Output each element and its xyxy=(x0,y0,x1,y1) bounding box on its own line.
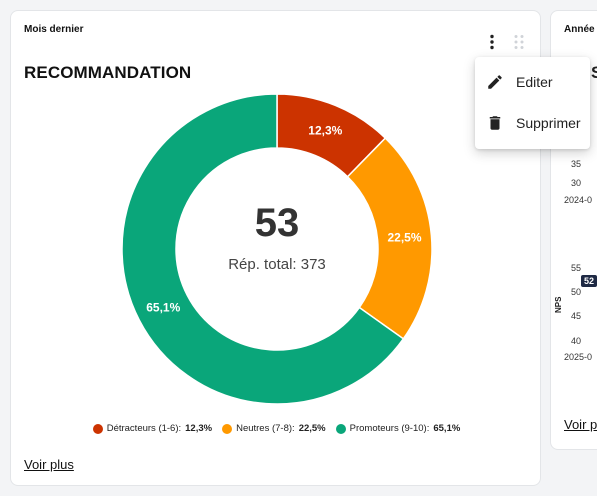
legend-label: Détracteurs (1-6): xyxy=(106,423,182,434)
menu-item-supprimer[interactable]: Supprimer xyxy=(475,103,590,143)
value-badge: 52 xyxy=(581,275,597,287)
drag-handle-icon[interactable] xyxy=(512,33,526,51)
nps-card: Mois dernier RECOMMANDATION 12,3% 22,5% 65… xyxy=(10,10,541,486)
card-title: RECOMMANDATION xyxy=(24,63,192,82)
menu-item-label: Supprimer xyxy=(516,115,581,131)
slice-label-1: 22,5% xyxy=(387,231,421,245)
card-title: S xyxy=(591,63,597,83)
chart-legend: Détracteurs (1-6): 12,3% Neutres (7-8): … xyxy=(11,423,542,434)
card-period: Année xyxy=(564,24,595,35)
legend-item-detracteurs: Détracteurs (1-6): 12,3% xyxy=(92,423,213,434)
y-axis-label: NPS xyxy=(554,296,563,313)
legend-item-promoteurs: Promoteurs (9-10): 65,1% xyxy=(335,423,461,434)
delete-icon xyxy=(484,112,506,134)
more-vert-icon[interactable] xyxy=(485,33,499,51)
slice-label-0: 12,3% xyxy=(308,123,342,137)
legend-value: 65,1% xyxy=(433,423,461,434)
y-tick: 30 xyxy=(571,178,582,188)
nps-score: 53 xyxy=(254,201,300,245)
legend-label: Neutres (7-8): xyxy=(236,423,295,434)
legend-swatch xyxy=(92,423,103,434)
menu-item-label: Editer xyxy=(516,74,553,90)
legend-swatch xyxy=(335,423,346,434)
x-date-label: 2024-0 xyxy=(564,195,593,205)
y-tick: 40 xyxy=(571,336,582,346)
y-tick: 50 xyxy=(571,287,582,297)
y-tick: 45 xyxy=(571,311,582,321)
donut-slice-2 xyxy=(122,94,405,404)
total-responses: Rép. total: 373 xyxy=(228,256,326,273)
y-tick: 55 xyxy=(571,263,582,273)
menu-item-editer[interactable]: Editer xyxy=(475,62,590,102)
slice-label-2: 65,1% xyxy=(146,301,180,315)
card-period: Mois dernier xyxy=(24,24,84,35)
edit-icon xyxy=(484,71,506,93)
legend-value: 12,3% xyxy=(185,423,213,434)
context-menu: Editer Supprimer xyxy=(475,57,590,149)
y-tick: 35 xyxy=(571,159,582,169)
legend-item-neutres: Neutres (7-8): 22,5% xyxy=(222,423,326,434)
voir-plus-link[interactable]: Voir p xyxy=(564,417,597,432)
voir-plus-link[interactable]: Voir plus xyxy=(24,457,74,472)
donut-chart: 12,3% 22,5% 65,1% xyxy=(122,94,432,404)
x-date-label: 2025-0 xyxy=(564,352,593,362)
legend-label: Promoteurs (9-10): xyxy=(349,423,430,434)
legend-value: 22,5% xyxy=(298,423,326,434)
legend-swatch xyxy=(222,423,233,434)
